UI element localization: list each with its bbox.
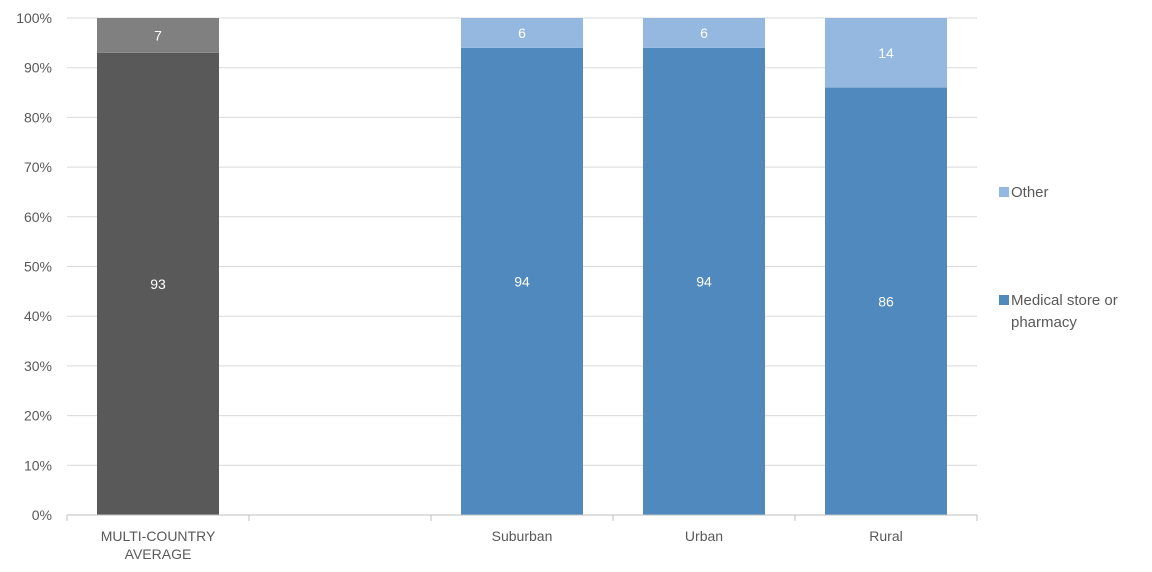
- y-tick-label: 80%: [24, 109, 52, 125]
- data-label: 7: [154, 27, 162, 43]
- bar-segment-other: [825, 18, 947, 88]
- x-category-label: Rural: [869, 528, 902, 544]
- y-tick-label: 100%: [16, 10, 52, 26]
- legend-label: Other: [1011, 184, 1049, 201]
- x-category-label: Suburban: [492, 528, 553, 544]
- bar-segment-other: [643, 18, 765, 48]
- bar-segment-other: [97, 18, 219, 53]
- x-axis: MULTI-COUNTRY AVERAGE Suburban Urban Rural: [66, 514, 978, 562]
- bar-segment-medical: [825, 87, 947, 515]
- legend: Other Medical store or pharmacy: [999, 184, 1118, 331]
- data-label: 6: [700, 25, 708, 41]
- y-tick-label: 50%: [24, 259, 52, 275]
- bar-segment-other: [461, 18, 583, 48]
- data-label: 14: [878, 45, 894, 61]
- bar-segment-medical: [643, 47, 765, 515]
- legend-swatch-other: [999, 187, 1009, 197]
- y-tick-label: 40%: [24, 308, 52, 324]
- data-label: 94: [514, 273, 530, 289]
- data-label: 93: [150, 276, 166, 292]
- y-tick-label: 70%: [24, 159, 52, 175]
- bars: 93 7 94 6 94 6 86 14: [97, 18, 947, 515]
- legend-label: Medical store or pharmacy: [1011, 292, 1118, 331]
- data-label: 94: [696, 273, 712, 289]
- x-category-label: MULTI-COUNTRY AVERAGE: [101, 528, 216, 562]
- y-axis-ticks: 0% 10% 20% 30% 40% 50% 60% 70% 80% 90% 100%: [16, 10, 52, 523]
- bar-segment-medical: [461, 47, 583, 515]
- bar-segment-medical: [97, 52, 219, 515]
- y-tick-label: 30%: [24, 358, 52, 374]
- y-tick-label: 90%: [24, 60, 52, 76]
- data-label: 6: [518, 25, 526, 41]
- y-tick-label: 0%: [32, 507, 52, 523]
- legend-swatch-medical: [999, 295, 1009, 305]
- y-tick-label: 60%: [24, 209, 52, 225]
- y-tick-label: 10%: [24, 457, 52, 473]
- data-label: 86: [878, 293, 894, 309]
- x-category-label: Urban: [685, 528, 723, 544]
- y-tick-label: 20%: [24, 408, 52, 424]
